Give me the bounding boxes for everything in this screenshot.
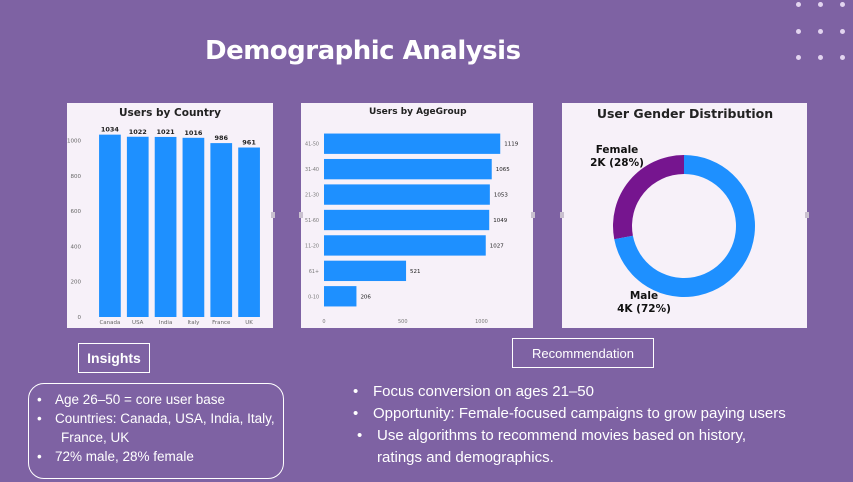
country-chart: Users by Country 0 200 400 600 800 1000 1034 Can… [67, 107, 260, 326]
y-tick-label: 61+ [309, 269, 319, 275]
data-label: 1027 [490, 243, 504, 249]
bar [126, 136, 149, 317]
y-tick-label: 0 [78, 315, 82, 321]
chart-title: Users by Country [119, 107, 221, 119]
recommendation-item: Focus conversion on ages 21–50 [353, 381, 833, 403]
insight-item: Age 26–50 = core user base [37, 390, 275, 409]
bar [324, 184, 490, 205]
x-tick-label: France [212, 320, 231, 326]
x-tick-label: Italy [187, 320, 200, 326]
x-tick-label: USA [132, 320, 144, 326]
data-label: 1049 [493, 218, 507, 224]
bar [324, 209, 490, 231]
bar [238, 147, 260, 317]
bar [324, 260, 407, 282]
x-tick-label: Canada [99, 320, 120, 326]
data-label: 206 [360, 294, 371, 300]
recommendation-label: Recommendation [512, 338, 654, 368]
data-label: 1119 [504, 142, 518, 148]
slice-label: Female [596, 144, 639, 156]
x-tick-label: India [159, 320, 173, 326]
chart-title: Users by AgeGroup [369, 107, 467, 117]
data-label: 1022 [129, 128, 147, 136]
data-label: 1034 [101, 126, 120, 134]
y-tick-label: 11-20 [305, 243, 319, 249]
slice-value-label: 2K (28%) [590, 157, 644, 169]
insights-list: Age 26–50 = core user base Countries: Ca… [28, 383, 284, 479]
recommendation-item: Opportunity: Female-focused campaigns to… [353, 403, 833, 425]
bar [154, 136, 177, 317]
data-label: 1016 [184, 129, 203, 137]
x-tick-label: 0 [322, 319, 325, 325]
y-tick-label: 41-50 [305, 142, 319, 148]
bar [182, 137, 205, 317]
bar [324, 158, 492, 180]
pie-slice [613, 155, 684, 240]
y-tick-label: 1000 [67, 139, 81, 145]
recommendation-list: Focus conversion on ages 21–50 Opportuni… [353, 381, 833, 469]
insight-item: 72% male, 28% female [37, 447, 275, 466]
y-tick-label: 400 [71, 244, 82, 250]
recommendation-item: Use algorithms to recommend movies based… [353, 425, 833, 447]
bar [324, 133, 501, 154]
country-chart-panel[interactable]: Users by Country 0 200 400 600 800 1000 1034 Can… [67, 103, 273, 328]
insights-label: Insights [78, 343, 150, 373]
data-label: 521 [410, 269, 421, 275]
insight-item-continued: France, UK [61, 430, 130, 445]
y-tick-label: 0-10 [308, 294, 319, 300]
slice-label: Male [630, 290, 658, 302]
resize-handle[interactable] [531, 212, 535, 218]
gender-chart-panel[interactable]: User Gender Distribution Female 2K (28%) Ma… [562, 103, 807, 328]
recommendation-item-continued: ratings and demographics. [377, 449, 554, 466]
resize-handle[interactable] [299, 212, 303, 218]
agegroup-chart-panel[interactable]: Users by AgeGroup 1119 41-50 1065 31-40 1053 2… [301, 103, 533, 328]
y-tick-label: 600 [71, 209, 82, 215]
slice-value-label: 4K (72%) [617, 303, 671, 315]
resize-handle[interactable] [805, 212, 809, 218]
x-tick-label: 1000 [475, 319, 488, 325]
bar [324, 286, 357, 307]
data-label: 1021 [157, 128, 176, 136]
data-label: 1053 [494, 193, 508, 199]
decorative-dots [796, 2, 852, 62]
data-label: 986 [214, 134, 228, 142]
x-tick-label: UK [245, 320, 253, 326]
resize-handle[interactable] [271, 212, 275, 218]
bar [210, 143, 233, 317]
resize-handle[interactable] [560, 212, 564, 218]
y-tick-label: 21-30 [305, 193, 319, 199]
data-label: 961 [242, 139, 256, 147]
x-tick-label: 500 [398, 319, 408, 325]
bar [99, 134, 121, 317]
page-title: Demographic Analysis [205, 36, 521, 66]
y-tick-label: 800 [71, 174, 82, 180]
agegroup-chart: Users by AgeGroup 1119 41-50 1065 31-40 1053 2… [305, 107, 519, 325]
data-label: 1065 [496, 167, 510, 173]
chart-title: User Gender Distribution [597, 106, 773, 121]
insight-item: Countries: Canada, USA, India, Italy, [37, 409, 275, 428]
y-tick-label: 51-60 [305, 218, 319, 224]
y-tick-label: 31-40 [305, 167, 319, 173]
bar [324, 235, 486, 256]
y-tick-label: 200 [71, 280, 82, 286]
